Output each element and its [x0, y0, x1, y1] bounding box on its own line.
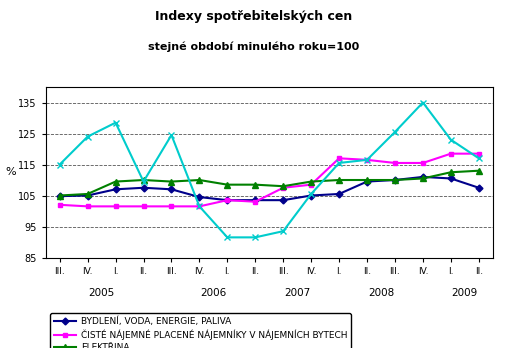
PLYN ZE SÍ TĞ	[280, 229, 287, 233]
PLYN ZE SÍ TĞ	[392, 130, 398, 134]
ELEKTŘINA	[336, 178, 342, 182]
ELEKTŘINA	[196, 178, 202, 182]
Text: 2008: 2008	[368, 288, 394, 298]
ČISTÉ NÁJEMNÉ PLACENÉ NÁJEMNÍKY V NÁJEMNÍCH BYTECH	[420, 161, 426, 165]
PLYN ZE SÍ TĞ	[420, 101, 426, 105]
ČISTÉ NÁJEMNÉ PLACENÉ NÁJEMNÍKY V NÁJEMNÍCH BYTECH	[140, 204, 146, 208]
BYDLENÍ, VODA, ENERGIE, PALIVA	[280, 198, 287, 202]
Line: ELEKTŘINA: ELEKTŘINA	[57, 168, 482, 198]
BYDLENÍ, VODA, ENERGIE, PALIVA	[168, 187, 175, 191]
ČISTÉ NÁJEMNÉ PLACENÉ NÁJEMNÍKY V NÁJEMNÍCH BYTECH	[475, 152, 482, 156]
PLYN ZE SÍ TĞ	[336, 161, 342, 165]
Line: PLYN ZE SÍ TĞ: PLYN ZE SÍ TĞ	[56, 99, 482, 241]
BYDLENÍ, VODA, ENERGIE, PALIVA	[392, 178, 398, 182]
Legend: BYDLENÍ, VODA, ENERGIE, PALIVA, ČISTÉ NÁJEMNÉ PLACENÉ NÁJEMNÍKY V NÁJEMNÍCH BYTE: BYDLENÍ, VODA, ENERGIE, PALIVA, ČISTÉ NÁ…	[50, 313, 351, 348]
ELEKTŘINA	[168, 180, 175, 184]
BYDLENÍ, VODA, ENERGIE, PALIVA	[140, 186, 146, 190]
ELEKTŘINA	[448, 170, 454, 174]
ČISTÉ NÁJEMNÉ PLACENÉ NÁJEMNÍKY V NÁJEMNÍCH BYTECH	[336, 156, 342, 160]
BYDLENÍ, VODA, ENERGIE, PALIVA	[196, 195, 202, 199]
Text: stejné období minulého roku=100: stejné období minulého roku=100	[148, 42, 360, 52]
ELEKTŘINA	[252, 183, 258, 187]
BYDLENÍ, VODA, ENERGIE, PALIVA	[475, 186, 482, 190]
PLYN ZE SÍ TĞ	[112, 120, 118, 125]
ČISTÉ NÁJEMNÉ PLACENÉ NÁJEMNÍKY V NÁJEMNÍCH BYTECH	[364, 158, 370, 162]
BYDLENÍ, VODA, ENERGIE, PALIVA	[420, 175, 426, 179]
BYDLENÍ, VODA, ENERGIE, PALIVA	[56, 194, 63, 198]
BYDLENÍ, VODA, ENERGIE, PALIVA	[252, 198, 258, 202]
ELEKTŘINA	[84, 192, 90, 196]
BYDLENÍ, VODA, ENERGIE, PALIVA	[364, 180, 370, 184]
PLYN ZE SÍ TĞ	[224, 235, 230, 239]
ČISTÉ NÁJEMNÉ PLACENÉ NÁJEMNÍKY V NÁJEMNÍCH BYTECH	[224, 198, 230, 202]
ČISTÉ NÁJEMNÉ PLACENÉ NÁJEMNÍKY V NÁJEMNÍCH BYTECH	[56, 203, 63, 207]
ELEKTŘINA	[392, 178, 398, 182]
PLYN ZE SÍ TĞ	[364, 158, 370, 162]
BYDLENÍ, VODA, ENERGIE, PALIVA	[112, 187, 118, 191]
ELEKTŘINA	[308, 180, 314, 184]
Text: 2006: 2006	[200, 288, 227, 298]
BYDLENÍ, VODA, ENERGIE, PALIVA	[336, 192, 342, 196]
ELEKTŘINA	[475, 169, 482, 173]
ČISTÉ NÁJEMNÉ PLACENÉ NÁJEMNÍKY V NÁJEMNÍCH BYTECH	[448, 152, 454, 156]
Text: 2005: 2005	[88, 288, 115, 298]
ELEKTŘINA	[420, 176, 426, 181]
ČISTÉ NÁJEMNÉ PLACENÉ NÁJEMNÍKY V NÁJEMNÍCH BYTECH	[168, 204, 175, 208]
ČISTÉ NÁJEMNÉ PLACENÉ NÁJEMNÍKY V NÁJEMNÍCH BYTECH	[308, 183, 314, 187]
PLYN ZE SÍ TĞ	[308, 192, 314, 196]
BYDLENÍ, VODA, ENERGIE, PALIVA	[224, 198, 230, 202]
BYDLENÍ, VODA, ENERGIE, PALIVA	[84, 193, 90, 198]
PLYN ZE SÍ TĞ	[56, 163, 63, 167]
PLYN ZE SÍ TĞ	[84, 135, 90, 139]
ČISTÉ NÁJEMNÉ PLACENÉ NÁJEMNÍKY V NÁJEMNÍCH BYTECH	[196, 204, 202, 208]
PLYN ZE SÍ TĞ	[168, 133, 175, 137]
ELEKTŘINA	[140, 178, 146, 182]
BYDLENÍ, VODA, ENERGIE, PALIVA	[308, 193, 314, 198]
Text: Indexy spotřebitelských cen: Indexy spotřebitelských cen	[155, 10, 353, 23]
ELEKTŘINA	[112, 180, 118, 184]
PLYN ZE SÍ TĞ	[140, 180, 146, 184]
ELEKTŘINA	[280, 184, 287, 188]
ČISTÉ NÁJEMNÉ PLACENÉ NÁJEMNÍKY V NÁJEMNÍCH BYTECH	[112, 204, 118, 208]
PLYN ZE SÍ TĞ	[252, 235, 258, 239]
PLYN ZE SÍ TĞ	[475, 156, 482, 160]
ČISTÉ NÁJEMNÉ PLACENÉ NÁJEMNÍKY V NÁJEMNÍCH BYTECH	[392, 161, 398, 165]
Text: 2007: 2007	[284, 288, 310, 298]
ELEKTŘINA	[56, 193, 63, 198]
ČISTÉ NÁJEMNÉ PLACENÉ NÁJEMNÍKY V NÁJEMNÍCH BYTECH	[84, 204, 90, 208]
ČISTÉ NÁJEMNÉ PLACENÉ NÁJEMNÍKY V NÁJEMNÍCH BYTECH	[252, 200, 258, 204]
PLYN ZE SÍ TĞ	[196, 204, 202, 208]
Line: BYDLENÍ, VODA, ENERGIE, PALIVA: BYDLENÍ, VODA, ENERGIE, PALIVA	[57, 174, 481, 203]
PLYN ZE SÍ TĞ	[448, 137, 454, 142]
Text: 2009: 2009	[452, 288, 478, 298]
Y-axis label: %: %	[6, 167, 16, 177]
ELEKTŘINA	[224, 183, 230, 187]
BYDLENÍ, VODA, ENERGIE, PALIVA	[448, 176, 454, 181]
Line: ČISTÉ NÁJEMNÉ PLACENÉ NÁJEMNÍKY V NÁJEMNÍCH BYTECH: ČISTÉ NÁJEMNÉ PLACENÉ NÁJEMNÍKY V NÁJEMN…	[57, 151, 481, 209]
ELEKTŘINA	[364, 178, 370, 182]
ČISTÉ NÁJEMNÉ PLACENÉ NÁJEMNÍKY V NÁJEMNÍCH BYTECH	[280, 186, 287, 190]
